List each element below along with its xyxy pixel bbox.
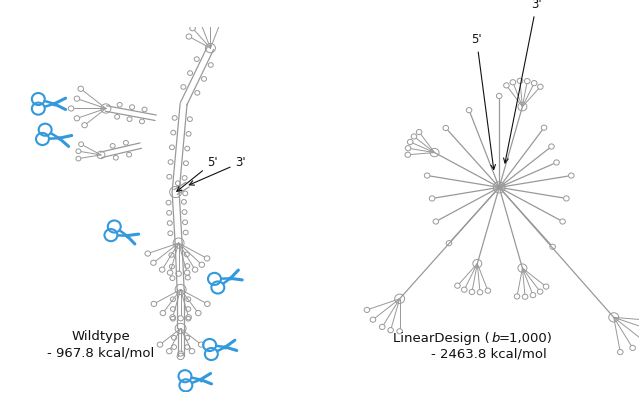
- Text: - 2463.8 kcal/mol: - 2463.8 kcal/mol: [431, 348, 547, 361]
- Text: Wildtype: Wildtype: [72, 331, 131, 343]
- Text: 3': 3': [189, 156, 246, 185]
- Text: =1,000): =1,000): [498, 332, 552, 345]
- Text: 5': 5': [471, 33, 495, 169]
- Text: LinearDesign (: LinearDesign (: [392, 332, 489, 345]
- Text: 3': 3': [504, 0, 541, 163]
- Text: 5': 5': [177, 156, 218, 191]
- Text: - 967.8 kcal/mol: - 967.8 kcal/mol: [47, 346, 155, 359]
- Text: b: b: [492, 332, 500, 345]
